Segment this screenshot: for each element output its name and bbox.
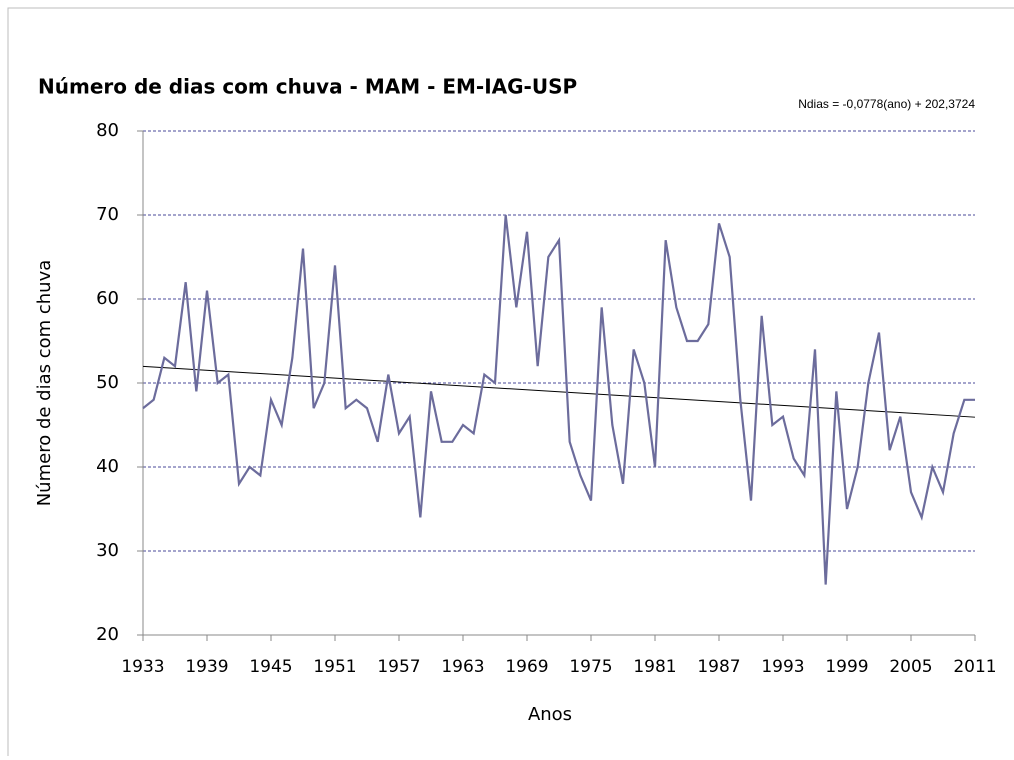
- x-axis-label: Anos: [528, 704, 572, 725]
- x-tick-label: 1981: [633, 657, 676, 677]
- x-tick-label: 1957: [377, 657, 420, 677]
- x-tick-label: 2005: [889, 657, 932, 677]
- y-tick-label: 80: [96, 120, 119, 141]
- x-tick-label: 1963: [441, 657, 484, 677]
- y-tick-label: 60: [96, 288, 119, 309]
- y-tick-label: 20: [96, 624, 119, 645]
- x-tick-label: 1999: [825, 657, 868, 677]
- y-tick-label: 40: [96, 456, 119, 477]
- x-tick-label: 2011: [953, 657, 996, 677]
- x-tick-label: 1975: [569, 657, 612, 677]
- x-tick-label: 1945: [249, 657, 292, 677]
- chart-title: Número de dias com chuva - MAM - EM-IAG-…: [38, 75, 577, 99]
- y-axis-label: Número de dias com chuva: [34, 260, 55, 507]
- x-tick-label: 1933: [121, 657, 164, 677]
- x-tick-label: 1969: [505, 657, 548, 677]
- y-tick-label: 70: [96, 204, 119, 225]
- y-tick-label: 30: [96, 540, 119, 561]
- x-tick-label: 1951: [313, 657, 356, 677]
- x-tick-label: 1987: [697, 657, 740, 677]
- y-tick-label: 50: [96, 372, 119, 393]
- x-tick-label: 1939: [185, 657, 228, 677]
- data-line: [142, 214, 975, 585]
- x-tick-label: 1993: [761, 657, 804, 677]
- trend-equation: Ndias = -0,0778(ano) + 202,3724: [798, 97, 975, 111]
